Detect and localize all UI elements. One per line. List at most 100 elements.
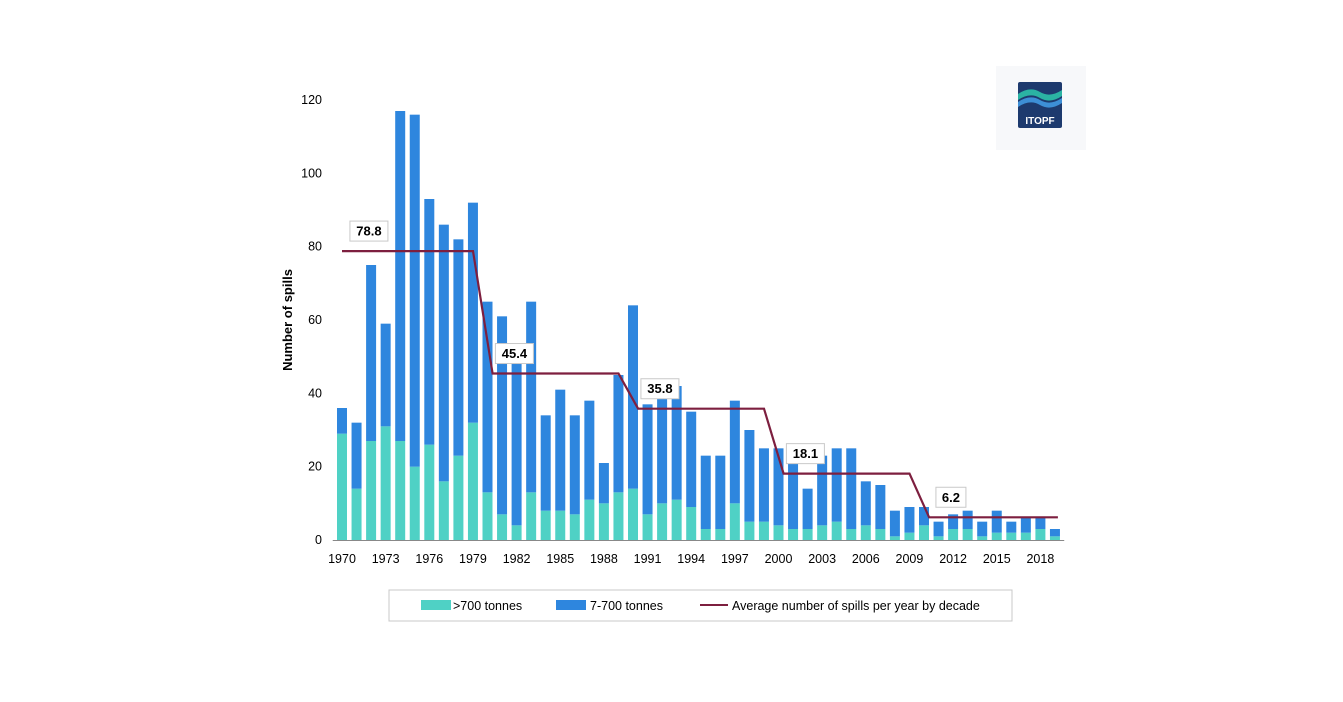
bar-7-700-2014 [977, 521, 988, 537]
average-label-1970s: 78.8 [349, 220, 389, 242]
average-label-2010s: 6.2 [935, 486, 967, 508]
bar-7-700-1992 [657, 389, 668, 504]
x-tick-1976: 1976 [415, 552, 443, 566]
bar-7-700-1972 [366, 265, 377, 441]
average-label-value: 45.4 [502, 346, 528, 361]
bar-over-700-1993 [671, 499, 682, 540]
bar-over-700-1977 [438, 481, 449, 540]
bars-layer [337, 111, 1060, 540]
bar-7-700-1978 [453, 239, 464, 456]
bar-7-700-2016 [1006, 521, 1017, 533]
bar-over-700-2015 [991, 532, 1002, 540]
bar-7-700-2012 [948, 514, 959, 529]
x-tick-2000: 2000 [765, 552, 793, 566]
bar-over-700-1999 [758, 521, 769, 540]
bar-over-700-2004 [831, 521, 842, 540]
x-tick-2018: 2018 [1026, 552, 1054, 566]
bar-7-700-1991 [642, 404, 653, 515]
bar-over-700-1987 [584, 499, 595, 540]
x-tick-1988: 1988 [590, 552, 618, 566]
bar-7-700-2001 [788, 463, 799, 529]
bar-7-700-1973 [380, 323, 391, 427]
bar-7-700-1975 [409, 114, 420, 467]
bar-7-700-2009 [904, 507, 915, 533]
legend-label-average: Average number of spills per year by dec… [732, 599, 980, 613]
bar-over-700-2002 [802, 529, 813, 540]
bar-over-700-1971 [351, 488, 362, 540]
y-tick-0: 0 [315, 533, 322, 547]
average-label-2000s: 18.1 [785, 443, 825, 465]
bar-7-700-2000 [773, 448, 784, 526]
bar-7-700-2013 [962, 510, 973, 529]
bar-7-700-2008 [889, 510, 900, 537]
x-tick-2003: 2003 [808, 552, 836, 566]
bar-over-700-1982 [511, 525, 522, 540]
bar-7-700-1989 [613, 375, 624, 493]
bar-7-700-1998 [744, 430, 755, 522]
average-label-1980s: 45.4 [494, 343, 534, 365]
bar-over-700-1975 [409, 466, 420, 540]
y-tick-60: 60 [308, 313, 322, 327]
bar-7-700-2019 [1049, 529, 1060, 537]
x-tick-2006: 2006 [852, 552, 880, 566]
bar-over-700-1980 [482, 492, 493, 540]
bar-over-700-2001 [788, 529, 799, 540]
bar-7-700-1982 [511, 356, 522, 526]
bar-7-700-2005 [846, 448, 857, 529]
bar-7-700-2004 [831, 448, 842, 522]
bar-7-700-2010 [919, 507, 929, 526]
bar-over-700-1979 [467, 422, 478, 540]
bar-over-700-2005 [846, 529, 857, 540]
bar-over-700-1981 [497, 514, 508, 540]
x-tick-1970: 1970 [328, 552, 356, 566]
bar-7-700-1994 [686, 411, 697, 507]
bar-over-700-1976 [424, 444, 435, 540]
bar-7-700-1995 [700, 455, 711, 529]
logo-wave-blue [1018, 97, 1062, 108]
bar-7-700-1970 [337, 408, 347, 434]
bar-over-700-1974 [395, 441, 406, 540]
bar-7-700-1987 [584, 400, 595, 500]
x-tick-1979: 1979 [459, 552, 487, 566]
bar-over-700-2013 [962, 529, 973, 540]
y-tick-100: 100 [301, 166, 322, 180]
bar-7-700-1979 [467, 202, 478, 423]
bar-over-700-2012 [948, 529, 959, 540]
average-value-labels: 78.8 45.4 35.8 18.1 6.2 [349, 220, 967, 508]
average-label-box [494, 343, 534, 365]
average-label-value: 35.8 [647, 381, 672, 396]
y-tick-labels: 0 20 40 60 80 100 120 [301, 93, 322, 547]
x-tick-1973: 1973 [372, 552, 400, 566]
bar-over-700-1989 [613, 492, 624, 540]
bar-over-700-1978 [453, 455, 464, 540]
bar-over-700-2010 [919, 525, 929, 540]
x-tick-1997: 1997 [721, 552, 749, 566]
bar-over-700-2011 [933, 536, 944, 540]
bar-over-700-2017 [1020, 532, 1031, 540]
average-label-value: 6.2 [942, 490, 960, 505]
itopf-logo: ITOPF [996, 66, 1086, 150]
legend-swatch-7-700 [556, 600, 586, 610]
y-tick-120: 120 [301, 93, 322, 107]
bar-7-700-1974 [395, 111, 406, 441]
bar-7-700-2002 [802, 488, 813, 529]
average-label-box [640, 378, 680, 400]
bar-over-700-2016 [1006, 532, 1017, 540]
x-tick-labels: 1970 1973 1976 1979 1982 1985 1988 1991 1994 1997… [328, 552, 1054, 566]
average-label-value: 78.8 [356, 224, 381, 239]
logo-text: ITOPF [1025, 116, 1054, 127]
bar-over-700-1983 [526, 492, 537, 540]
bar-7-700-1988 [598, 463, 609, 504]
average-line-layer [342, 250, 1058, 519]
bar-over-700-1997 [729, 503, 740, 540]
bar-over-700-2009 [904, 532, 915, 540]
bar-7-700-2011 [933, 521, 944, 537]
bar-7-700-2018 [1035, 518, 1046, 529]
bar-7-700-1980 [482, 301, 493, 493]
bar-over-700-2006 [860, 525, 871, 540]
average-step-line [342, 250, 1058, 519]
bar-7-700-1990 [628, 305, 638, 489]
legend: >700 tonnes 7-700 tonnes Average number … [388, 589, 1013, 622]
x-tick-2009: 2009 [896, 552, 924, 566]
bar-7-700-2006 [860, 481, 871, 526]
